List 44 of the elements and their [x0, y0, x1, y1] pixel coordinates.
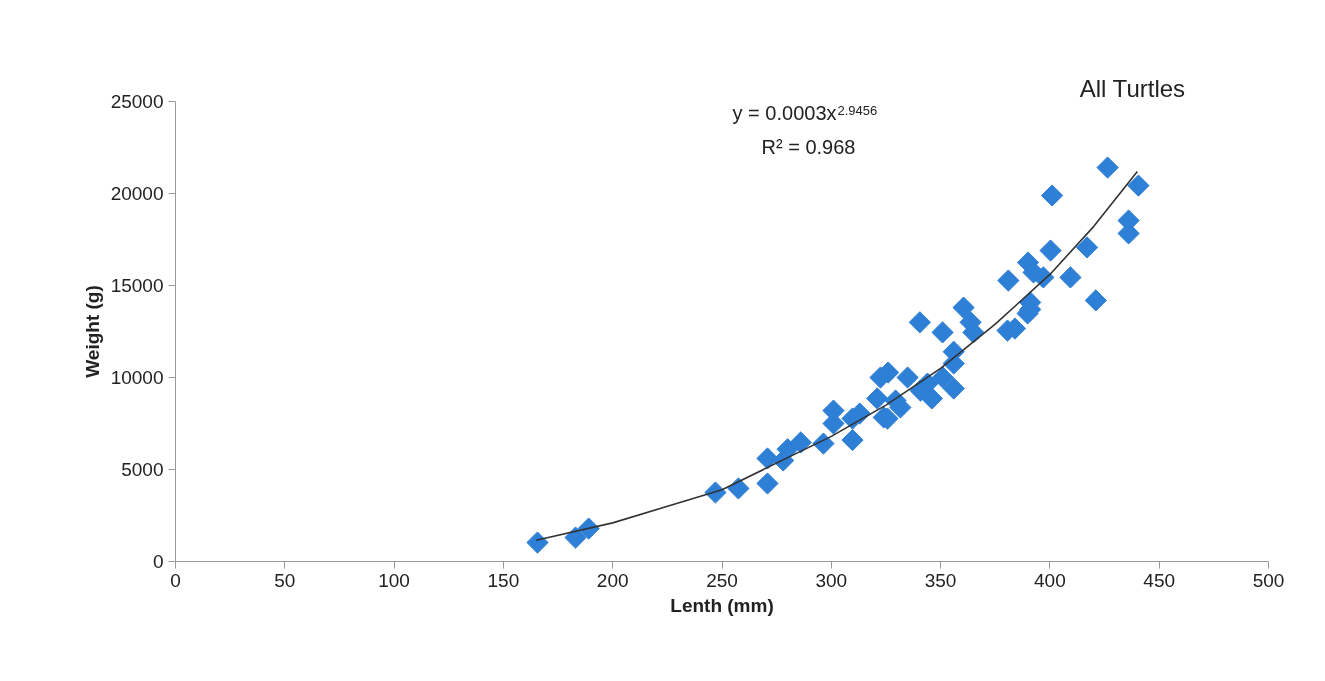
y-tick-label: 25000 — [110, 91, 164, 112]
x-tick-label: 400 — [1034, 569, 1066, 591]
point — [1096, 156, 1119, 179]
point — [727, 477, 750, 500]
y-axis-title: Weight (g) — [81, 285, 103, 378]
point — [997, 269, 1020, 292]
point — [564, 526, 587, 549]
point — [931, 366, 954, 389]
x-tick-label: 200 — [596, 569, 629, 591]
x-tick-label: 450 — [1143, 569, 1176, 591]
x-tick-label: 100 — [378, 569, 410, 591]
point — [866, 387, 889, 410]
annotation: R² = 0.968 — [761, 135, 856, 158]
y-tick-label: 5000 — [121, 459, 164, 480]
y-tick-label: 20000 — [110, 183, 164, 204]
point — [1059, 266, 1082, 289]
point — [756, 447, 779, 470]
y-tick-label: 0 — [152, 551, 164, 572]
y-tick-label: 10000 — [110, 367, 164, 388]
x-tick-label: 250 — [706, 569, 738, 591]
point — [1040, 184, 1064, 207]
point — [526, 531, 549, 554]
x-axis-title: Lenth (mm) — [670, 594, 774, 616]
chart-title: All Turtles — [1079, 74, 1186, 102]
point — [1039, 239, 1062, 262]
y-tick-label: 15000 — [110, 275, 164, 296]
x-tick-label: 300 — [815, 569, 848, 591]
x-tick-label: 350 — [924, 569, 957, 591]
x-tick-label: 50 — [274, 569, 296, 591]
x-tick-label: 500 — [1252, 569, 1285, 591]
point — [931, 321, 954, 344]
point — [1127, 174, 1150, 197]
point — [841, 428, 864, 452]
point — [920, 387, 943, 410]
point — [789, 431, 812, 454]
point — [952, 296, 975, 319]
point — [896, 366, 919, 389]
point — [1075, 236, 1099, 259]
x-tick-label: 0 — [170, 569, 181, 591]
point — [756, 472, 779, 495]
point — [942, 377, 965, 400]
x-tick-label: 150 — [487, 569, 520, 591]
point — [1084, 289, 1107, 312]
point — [908, 311, 931, 334]
